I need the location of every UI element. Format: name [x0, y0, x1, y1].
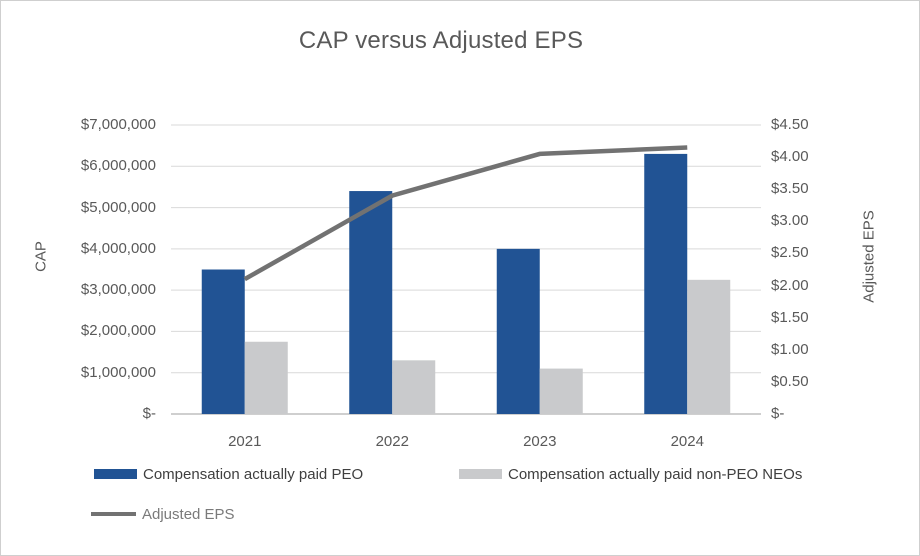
right-axis-tick-label: $4.00: [771, 148, 809, 166]
right-axis-tick-label: $4.50: [771, 116, 809, 133]
legend-item-non-peo: Compensation actually paid non-PEO NEOs: [459, 464, 802, 484]
bar-non-peo-2021: [244, 341, 288, 414]
left-axis-tick-label: $2,000,000: [80, 322, 156, 340]
bar-non-peo-2022: [392, 360, 436, 414]
legend-item-adjusted-eps: Adjusted EPS: [91, 504, 235, 524]
legend-label-peo: Compensation actually paid PEO: [143, 465, 364, 483]
x-axis-label-2024: 2024: [670, 433, 704, 450]
right-axis-tick-label: $1.00: [771, 340, 809, 358]
x-axis-label-2022: 2022: [375, 433, 409, 450]
bar-peo-2021: [201, 269, 245, 414]
right-axis-tick-label: $0.50: [771, 372, 809, 390]
left-axis-tick-label: $6,000,000: [80, 157, 156, 175]
adjusted-eps-line: [243, 145, 688, 282]
right-axis-tick-label: $2.50: [771, 244, 809, 262]
left-axis-tick-label: $7,000,000: [80, 116, 156, 133]
bar-peo-2023: [496, 248, 540, 414]
legend-swatch-non-peo: [459, 469, 502, 479]
bar-peo-2022: [349, 191, 393, 414]
left-axis-tick-label: $5,000,000: [80, 198, 156, 216]
legend-item-peo: Compensation actually paid PEO: [94, 464, 363, 484]
right-axis-tick-label: $2.00: [771, 276, 809, 294]
x-axis-label-2023: 2023: [523, 433, 557, 450]
chart-title: CAP versus Adjusted EPS: [298, 27, 584, 54]
bar-non-peo-2023: [539, 368, 583, 414]
x-axis-label-2021: 2021: [228, 433, 262, 450]
left-axis-tick-label: $4,000,000: [80, 239, 156, 257]
legend-label-non-peo: Compensation actually paid non-PEO NEOs: [508, 465, 803, 483]
right-axis-tick-label: $1.50: [771, 308, 809, 326]
right-axis-tick-label: $3.50: [771, 180, 809, 198]
right-axis-tick-label: $3.00: [771, 212, 809, 230]
legend-swatch-peo: [94, 469, 137, 479]
legend-line-swatch-adjusted-eps: [91, 512, 136, 516]
left-axis-tick-label: $-: [142, 405, 156, 422]
left-axis-tick-label: $1,000,000: [80, 363, 156, 381]
legend-label-adjusted-eps: Adjusted EPS: [142, 505, 235, 523]
bar-non-peo-2024: [687, 279, 731, 414]
bar-peo-2024: [644, 153, 688, 414]
left-axis-tick-label: $3,000,000: [80, 281, 156, 299]
right-axis-tick-label: $-: [771, 405, 785, 422]
